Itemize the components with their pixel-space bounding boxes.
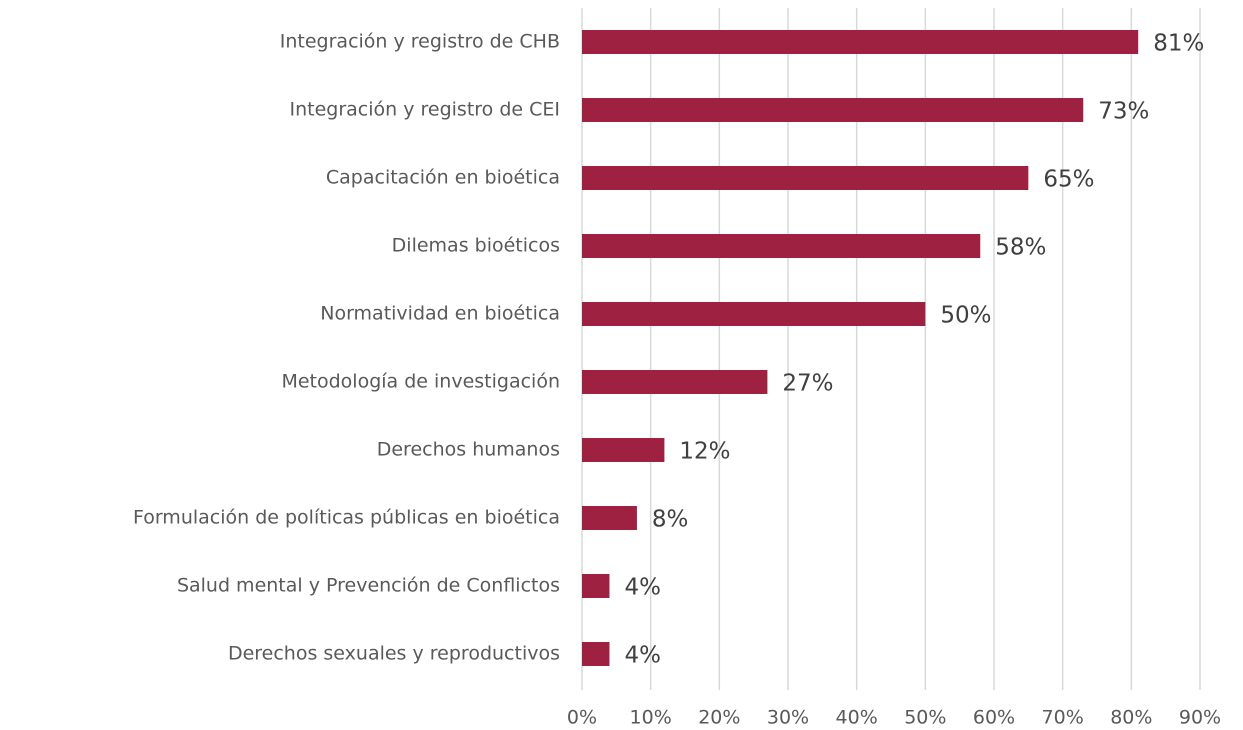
bar <box>582 438 665 462</box>
x-tick-label: 80% <box>1110 707 1152 729</box>
x-tick-label: 40% <box>836 707 878 729</box>
bar <box>582 642 610 666</box>
x-tick-label: 90% <box>1179 707 1221 729</box>
category-label: Capacitación en bioética <box>326 167 560 189</box>
value-label: 81% <box>1153 31 1204 57</box>
category-label: Integración y registro de CEI <box>289 99 560 121</box>
bar <box>582 98 1084 122</box>
value-label: 4% <box>624 643 661 669</box>
category-label: Dilemas bioéticos <box>392 235 560 257</box>
value-label: 58% <box>995 235 1046 261</box>
x-tick-label: 60% <box>973 707 1015 729</box>
bar <box>582 234 981 258</box>
value-label: 73% <box>1098 99 1149 125</box>
value-label: 50% <box>940 303 991 329</box>
value-label: 12% <box>679 439 730 465</box>
category-label: Derechos humanos <box>377 439 560 461</box>
value-label: 4% <box>624 575 661 601</box>
x-tick-label: 50% <box>904 707 946 729</box>
value-label: 8% <box>652 507 689 533</box>
category-label: Derechos sexuales y reproductivos <box>228 643 560 665</box>
x-tick-label: 0% <box>567 707 597 729</box>
bar <box>582 574 610 598</box>
x-tick-label: 30% <box>767 707 809 729</box>
category-label: Salud mental y Prevención de Conflictos <box>177 575 560 597</box>
bar <box>582 506 637 530</box>
value-label: 27% <box>782 371 833 397</box>
category-label: Integración y registro de CHB <box>280 31 560 53</box>
bar <box>582 30 1139 54</box>
x-tick-label: 70% <box>1042 707 1084 729</box>
x-tick-label: 10% <box>630 707 672 729</box>
bar <box>582 302 926 326</box>
category-label: Metodología de investigación <box>281 371 560 393</box>
bar <box>582 370 768 394</box>
category-label: Formulación de políticas públicas en bio… <box>133 507 560 529</box>
bar <box>582 166 1029 190</box>
value-label: 65% <box>1043 167 1094 193</box>
category-label: Normatividad en bioética <box>320 303 560 325</box>
x-tick-label: 20% <box>698 707 740 729</box>
